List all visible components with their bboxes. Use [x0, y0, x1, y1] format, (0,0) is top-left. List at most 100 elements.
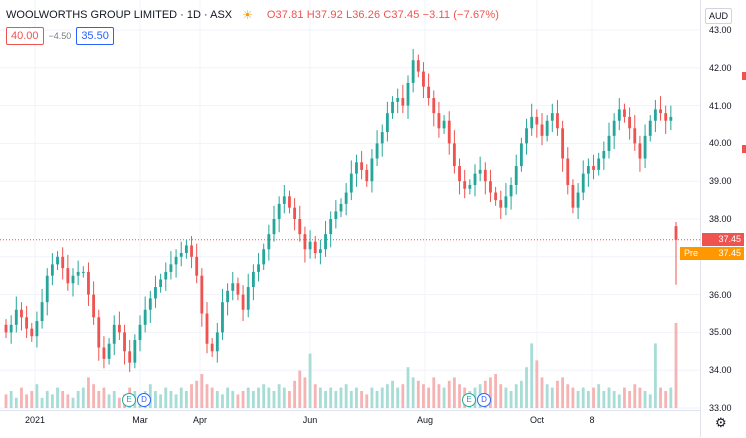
time-axis[interactable] [0, 410, 700, 438]
candle-body [25, 317, 29, 329]
candle-body [494, 192, 498, 201]
volume-bar [35, 384, 39, 408]
volume-bars [4, 323, 678, 408]
volume-bar [87, 377, 90, 408]
volume-bar [442, 387, 446, 408]
candle-body [97, 317, 101, 348]
low-value: L36.26 [345, 9, 381, 21]
volume-bar [298, 370, 302, 408]
candle-body [195, 256, 199, 276]
candle-body [107, 343, 111, 359]
volume-bar [66, 394, 70, 408]
candle-body [61, 256, 65, 269]
candle-body [179, 253, 183, 257]
volume-bar [452, 377, 456, 408]
volume-bar [360, 391, 364, 408]
candle-body [468, 184, 472, 189]
volume-bar [375, 391, 379, 408]
candle-body [617, 109, 621, 121]
volume-bar [581, 387, 585, 408]
candle-body [458, 166, 461, 182]
candle-body [607, 135, 611, 151]
volume-bar [612, 391, 616, 408]
volume-bar [200, 374, 204, 408]
volume-bar [566, 384, 570, 408]
volume-bar [344, 384, 348, 408]
volume-bar [190, 384, 193, 408]
candle-body [143, 309, 147, 325]
volume-bar [262, 384, 266, 408]
volume-bar [272, 391, 276, 408]
volume-bar [617, 394, 621, 408]
candle-body [545, 120, 549, 136]
candle-body [648, 120, 652, 136]
volume-bar [215, 391, 219, 408]
candle-body [344, 192, 348, 204]
candle-body [638, 143, 642, 159]
volume-bar [576, 391, 580, 408]
volume-bar [504, 387, 508, 408]
dividend-event-icon[interactable]: D [477, 393, 491, 407]
volume-bar [385, 384, 389, 408]
candle-body [385, 113, 389, 133]
dividend-event-icon[interactable]: D [137, 393, 151, 407]
candle-body [190, 245, 193, 257]
candle-body [674, 226, 678, 240]
candle-body [349, 173, 353, 193]
candle-body [45, 275, 49, 303]
price-chart[interactable] [0, 0, 700, 410]
candle-body [375, 143, 379, 159]
candle-body [277, 203, 281, 219]
volume-bar [308, 353, 312, 408]
volume-bar [638, 387, 642, 408]
time-tick-label: Jun [302, 415, 318, 425]
candle-body [581, 173, 585, 193]
candle-body [308, 241, 312, 250]
volume-bar [458, 384, 461, 408]
volume-bar [282, 387, 286, 408]
pre-market-price-tag: 37.45 [702, 246, 744, 260]
price-tick-label: 43.00 [709, 25, 732, 35]
volume-bar [293, 380, 297, 408]
candle-body [288, 196, 291, 208]
indicator-upper[interactable]: 40.00 [6, 27, 44, 45]
time-tick-label: Mar [132, 415, 148, 425]
symbol-title[interactable]: WOOLWORTHS GROUP LIMITED · 1D · ASX [6, 9, 233, 21]
candlesticks [4, 48, 678, 373]
candle-body [50, 264, 54, 276]
currency-button[interactable]: AUD [705, 8, 733, 24]
earnings-event-icon[interactable]: E [462, 393, 476, 407]
volume-bar [586, 391, 590, 408]
volume-bar [205, 384, 209, 408]
indicator-lower[interactable]: 35.50 [76, 27, 114, 45]
candle-body [478, 169, 482, 174]
candle-body [550, 113, 554, 121]
price-axis[interactable] [700, 0, 746, 437]
candle-body [597, 158, 601, 170]
candle-body [117, 324, 121, 333]
candle-body [612, 120, 616, 136]
gear-icon[interactable]: ⚙ [715, 415, 727, 430]
candle-body [318, 249, 322, 254]
volume-bar [318, 387, 322, 408]
price-tick-label: 40.00 [709, 138, 732, 149]
candle-body [226, 290, 230, 303]
earnings-event-icon[interactable]: E [122, 393, 136, 407]
candle-body [473, 173, 477, 185]
volume-bar [179, 387, 183, 408]
volume-bar [561, 377, 565, 408]
volume-bar [653, 343, 657, 408]
volume-bar [643, 391, 647, 408]
candle-body [313, 241, 317, 254]
volume-bar [659, 387, 662, 408]
volume-bar [226, 387, 230, 408]
volume-bar [174, 394, 178, 408]
candle-body [411, 60, 415, 83]
candle-body [628, 116, 632, 129]
candle-body [504, 196, 508, 208]
volume-bar [422, 384, 425, 408]
volume-bar [14, 397, 18, 408]
candle-body [148, 298, 152, 310]
price-tick-label: 34.00 [709, 365, 732, 376]
volume-bar [592, 387, 595, 408]
